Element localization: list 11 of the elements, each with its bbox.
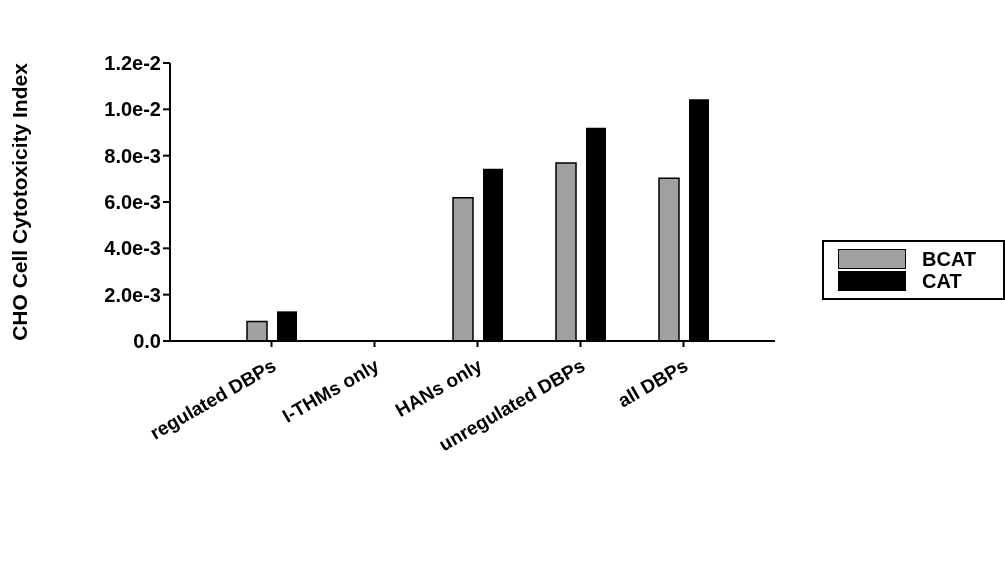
y-tick-label: 2.0e-3 <box>104 283 161 306</box>
y-tick-label: 0.0 <box>133 330 161 353</box>
legend-label: BCAT <box>922 247 977 271</box>
y-tick-label: 4.0e-3 <box>104 237 161 260</box>
y-axis-title: CHO Cell Cytotoxicity Index <box>8 62 32 341</box>
y-tick-label: 6.0e-3 <box>104 191 161 214</box>
x-tick-label: all DBPs <box>614 354 692 412</box>
y-tick-label: 1.2e-2 <box>104 52 161 75</box>
y-tick-label: 8.0e-3 <box>104 144 161 167</box>
y-tick-label: 1.0e-2 <box>104 98 161 121</box>
legend-label: CAT <box>922 269 962 293</box>
